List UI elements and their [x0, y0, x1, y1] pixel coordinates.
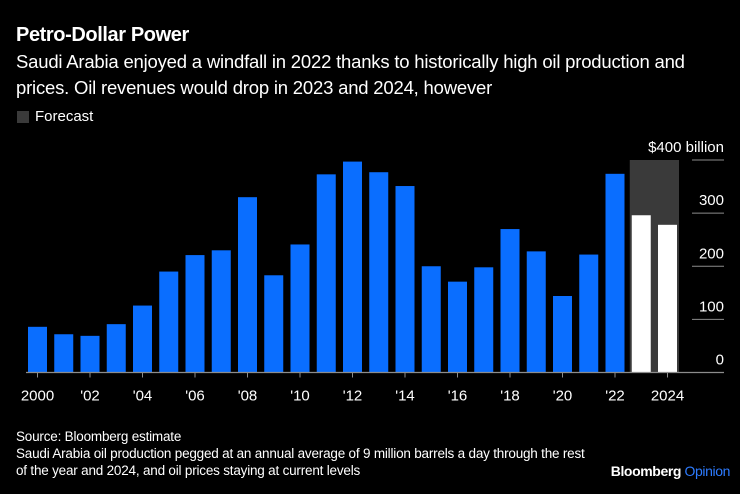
bar-2018: [500, 229, 520, 373]
x-tick-label: '22: [605, 388, 625, 405]
x-tick-label: '14: [395, 388, 415, 405]
legend: Forecast: [17, 108, 93, 125]
brand-opinion: Opinion: [684, 463, 731, 479]
bar-2003: [106, 324, 126, 373]
bar-2023: [631, 215, 651, 373]
brand-bloomberg: Bloomberg: [610, 463, 682, 479]
bar-2007: [211, 250, 231, 373]
bar-2021: [579, 254, 599, 373]
y-tick-label: 0: [716, 352, 724, 369]
bar-2002: [80, 335, 100, 373]
x-tick-label: 2024: [651, 388, 684, 405]
bar-2015: [421, 266, 441, 373]
chart-title: Petro-Dollar Power: [16, 24, 189, 46]
bar-2000: [28, 326, 47, 373]
y-tick-label: $400 billion: [648, 139, 724, 156]
bar-2020: [553, 296, 572, 373]
x-tick-label: '16: [448, 388, 468, 405]
y-axis-labels: 0 100 200 300 $400 billion: [648, 139, 724, 369]
bar-2016: [448, 281, 467, 373]
bar-2010: [290, 244, 310, 373]
legend-forecast-label: Forecast: [35, 108, 94, 125]
legend-forecast-swatch: [17, 110, 29, 123]
bar-chart: 2000'02'04'06'08'10'12'14'16'18'20'22 202…: [21, 139, 724, 405]
x-tick-label: '08: [238, 388, 258, 405]
bar-2017: [474, 267, 494, 373]
source-note: Source: Bloomberg estimate: [16, 429, 182, 444]
x-axis: 2000 '02 '04 '06 '08 '10 '12 '14 '16 '18 '20 '22 202…: [21, 371, 724, 405]
bar-2011: [316, 174, 336, 373]
bar-2024: [658, 224, 677, 373]
x-tick-label: '20: [553, 388, 573, 405]
bar-2012: [343, 161, 362, 373]
bar-2004: [133, 305, 152, 373]
bar-2009: [264, 275, 284, 373]
gridlines: [692, 159, 724, 320]
brand-logo: Bloomberg Opinion: [610, 463, 731, 479]
x-tick-label: 2000: [21, 388, 54, 405]
bar-2005: [159, 271, 179, 373]
x-tick-label: '12: [343, 388, 363, 405]
bar-2008: [238, 197, 257, 373]
x-tick-label: '18: [500, 388, 520, 405]
bar-2001: [54, 334, 74, 373]
chart-subtitle: Saudi Arabia enjoyed a windfall in 2022 …: [16, 51, 685, 98]
x-tick-label: '10: [290, 388, 310, 405]
bar-2013: [369, 172, 389, 373]
bar-2022: [605, 173, 625, 373]
y-tick-label: 100: [699, 298, 724, 315]
y-tick-label: 300: [699, 192, 724, 209]
x-tick-label: '02: [80, 388, 100, 405]
y-tick-label: 200: [699, 245, 724, 262]
bars: [28, 161, 677, 373]
methodology-note: Saudi Arabia oil production pegged at an…: [16, 446, 585, 478]
bar-2006: [185, 255, 205, 373]
bar-2014: [395, 186, 415, 373]
bar-2019: [526, 251, 546, 373]
x-tick-label: '04: [133, 388, 153, 405]
x-tick-label: '06: [185, 388, 205, 405]
